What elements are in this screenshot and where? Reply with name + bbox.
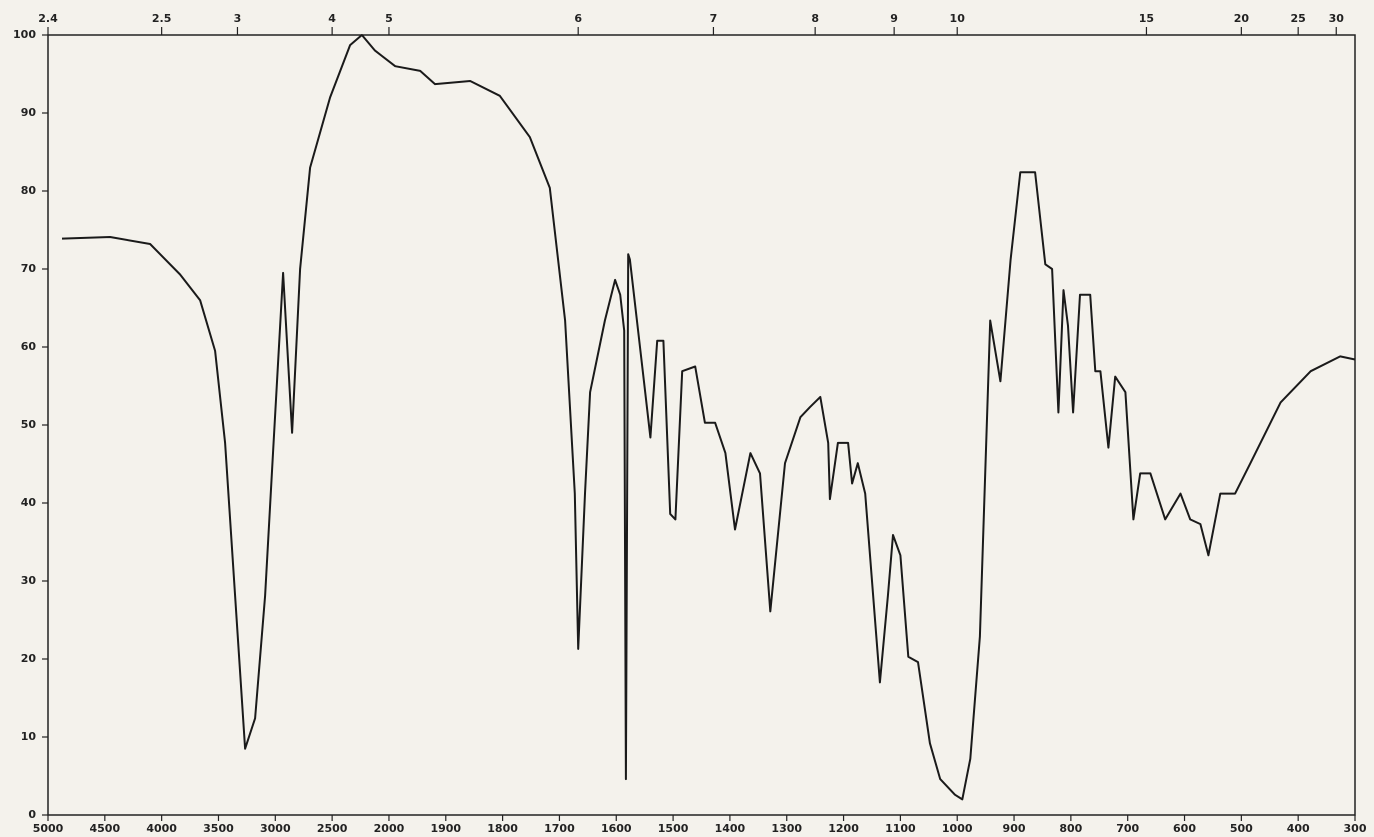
x2-tick-label: 20 [1234, 12, 1250, 25]
x-tick-label: 1400 [715, 822, 746, 835]
y-tick-label: 30 [21, 574, 37, 587]
x2-tick-label: 2.4 [38, 12, 58, 25]
y-tick-label: 90 [21, 106, 37, 119]
x2-tick-label: 30 [1329, 12, 1345, 25]
x-tick-label: 300 [1344, 822, 1367, 835]
y-tick-label: 20 [21, 652, 37, 665]
x-tick-label: 1100 [885, 822, 916, 835]
y-tick-label: 100 [13, 28, 36, 41]
x-tick-label: 1000 [942, 822, 973, 835]
x-tick-label: 1800 [487, 822, 518, 835]
x-tick-label: 1200 [828, 822, 859, 835]
x-tick-label: 1600 [601, 822, 632, 835]
x2-tick-label: 9 [890, 12, 898, 25]
x-tick-label: 3500 [203, 822, 234, 835]
x-tick-label: 1700 [544, 822, 575, 835]
x2-tick-label: 5 [385, 12, 393, 25]
x2-tick-label: 25 [1291, 12, 1306, 25]
x2-tick-label: 6 [574, 12, 582, 25]
x2-tick-label: 8 [811, 12, 819, 25]
y-tick-label: 40 [21, 496, 37, 509]
x-tick-label: 2000 [374, 822, 405, 835]
x2-tick-label: 15 [1139, 12, 1154, 25]
x2-tick-label: 10 [950, 12, 966, 25]
y-tick-label: 60 [21, 340, 37, 353]
spectrum-line [61, 34, 1356, 801]
x-tick-label: 600 [1173, 822, 1196, 835]
x2-tick-label: 4 [328, 12, 336, 25]
x-tick-label: 900 [1003, 822, 1026, 835]
x-tick-label: 500 [1230, 822, 1253, 835]
x2-tick-label: 3 [234, 12, 242, 25]
y-tick-label: 70 [21, 262, 37, 275]
y-tick-label: 80 [21, 184, 37, 197]
x-tick-label: 4000 [146, 822, 177, 835]
x-tick-label: 3000 [260, 822, 291, 835]
x-tick-label: 4500 [90, 822, 121, 835]
x-tick-label: 800 [1059, 822, 1082, 835]
x-tick-label: 400 [1287, 822, 1310, 835]
x-tick-label: 5000 [33, 822, 64, 835]
y-tick-label: 50 [21, 418, 37, 431]
x-tick-label: 2500 [317, 822, 348, 835]
x-tick-label: 1300 [771, 822, 802, 835]
x-tick-label: 1900 [430, 822, 461, 835]
y-tick-label: 0 [28, 808, 36, 821]
plot-frame [47, 34, 1356, 816]
x-tick-label: 1500 [658, 822, 689, 835]
y-tick-label: 10 [21, 730, 37, 743]
x2-tick-label: 2.5 [152, 12, 172, 25]
x2-tick-label: 7 [710, 12, 718, 25]
x-tick-label: 700 [1116, 822, 1139, 835]
